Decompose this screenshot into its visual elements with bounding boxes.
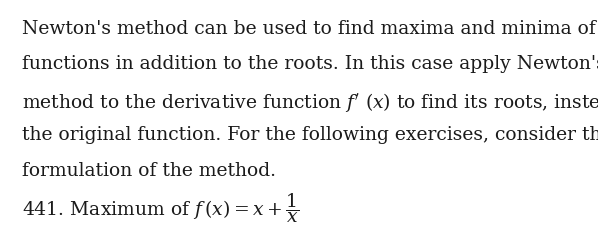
Text: the original function. For the following exercises, consider the: the original function. For the following… bbox=[22, 126, 598, 144]
Text: method to the derivative function $f'$ $(x)$ to find its roots, instead of: method to the derivative function $f'$ $… bbox=[22, 91, 598, 114]
Text: functions in addition to the roots. In this case apply Newton's: functions in addition to the roots. In t… bbox=[22, 55, 598, 73]
Text: Newton's method can be used to find maxima and minima of: Newton's method can be used to find maxi… bbox=[22, 20, 596, 37]
Text: 441. Maximum of $f\,(x) = x + \dfrac{1}{x}$: 441. Maximum of $f\,(x) = x + \dfrac{1}{… bbox=[22, 191, 300, 225]
Text: formulation of the method.: formulation of the method. bbox=[22, 162, 276, 180]
